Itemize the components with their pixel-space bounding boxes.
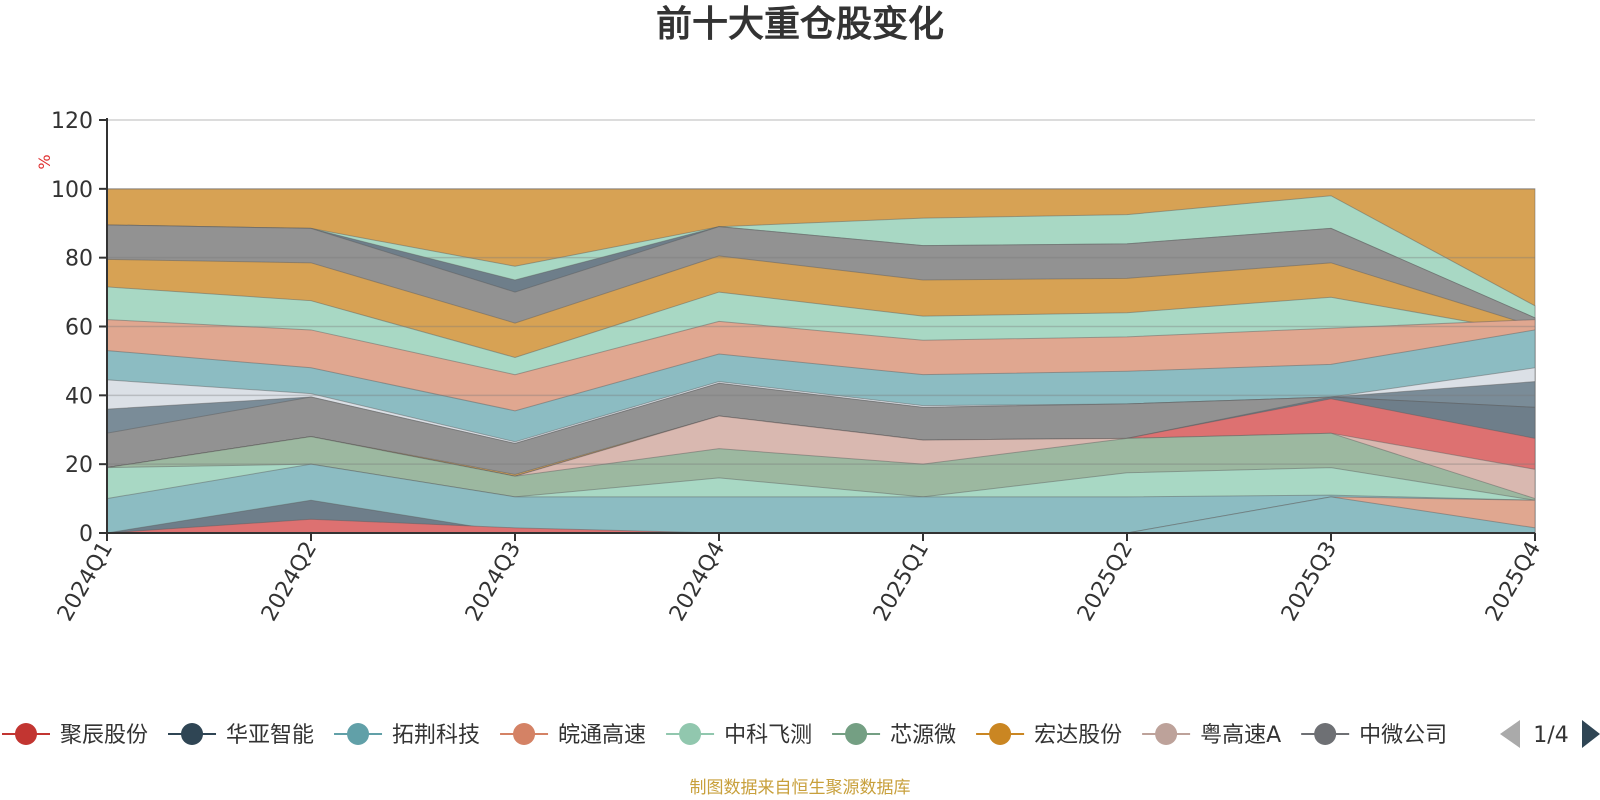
legend-label: 中微公司 (1359, 723, 1447, 748)
legend-item[interactable]: 宏达股份 (976, 723, 1122, 748)
legend-item[interactable]: 芯源微 (832, 723, 956, 748)
y-tick-label: 60 (65, 316, 93, 341)
y-tick-label: 20 (65, 453, 93, 478)
legend-next-page-icon[interactable] (1582, 720, 1600, 748)
legend-item[interactable]: 皖通高速 (500, 723, 646, 748)
x-tick-label: 2025Q2 (1073, 538, 1138, 626)
x-tick-label: 2025Q3 (1277, 538, 1342, 626)
legend-item[interactable]: 中微公司 (1301, 723, 1447, 748)
legend-item[interactable]: 中科飞测 (666, 723, 812, 748)
chart-title: 前十大重仓股变化 (655, 4, 944, 45)
legend-marker-icon (989, 723, 1012, 745)
x-tick-label: 2024Q2 (257, 538, 322, 626)
y-tick-label: 80 (65, 247, 93, 272)
y-tick-label: 100 (51, 178, 93, 203)
legend-marker-icon (679, 723, 702, 745)
legend-label: 芯源微 (890, 723, 956, 748)
source-note: 制图数据来自恒生聚源数据库 (689, 778, 911, 798)
y-tick-label: 0 (79, 522, 93, 547)
legend-label: 粤高速A (1200, 723, 1281, 748)
legend-items: 聚辰股份 华亚智能 拓荆科技 皖通高速 中科飞测 芯源微 宏达股份 粤高速A 中微公司 (2, 723, 1447, 748)
legend-label: 华亚智能 (226, 723, 314, 748)
legend-item[interactable]: 粤高速A (1142, 723, 1281, 748)
legend-label: 宏达股份 (1034, 723, 1122, 748)
legend-label: 聚辰股份 (60, 723, 148, 748)
legend-marker-icon (1314, 723, 1337, 745)
legend-marker-icon (1155, 723, 1178, 745)
x-tick-label: 2024Q3 (461, 538, 526, 626)
legend-label: 皖通高速 (558, 723, 646, 748)
legend-item[interactable]: 华亚智能 (168, 723, 314, 748)
grid-lines (107, 119, 1535, 465)
y-tick-label: 40 (65, 384, 93, 409)
y-tick-label: 120 (51, 109, 93, 134)
legend-page-indicator: 1/4 (1533, 723, 1568, 748)
x-tick-label: 2025Q1 (869, 538, 934, 626)
legend-label: 拓荆科技 (392, 723, 480, 748)
y-axis-unit-label: % (35, 154, 54, 169)
legend-item[interactable]: 聚辰股份 (2, 723, 148, 748)
legend-marker-icon (181, 723, 204, 745)
legend[interactable]: 聚辰股份 华亚智能 拓荆科技 皖通高速 中科飞测 芯源微 宏达股份 粤高速A 中微公司 1/4 (2, 720, 1600, 748)
legend-marker-icon (513, 723, 536, 745)
x-tick-label: 2025Q4 (1481, 538, 1546, 626)
legend-marker-icon (347, 723, 370, 745)
legend-marker-icon (845, 723, 868, 745)
legend-label: 中科飞测 (724, 723, 812, 748)
x-tick-label: 2024Q4 (665, 538, 730, 626)
legend-marker-icon (15, 723, 37, 745)
x-tick-label: 2024Q1 (53, 538, 118, 626)
legend-prev-page-icon[interactable] (1500, 720, 1520, 748)
legend-item[interactable]: 拓荆科技 (334, 723, 480, 748)
area-layers (106, 188, 1536, 534)
